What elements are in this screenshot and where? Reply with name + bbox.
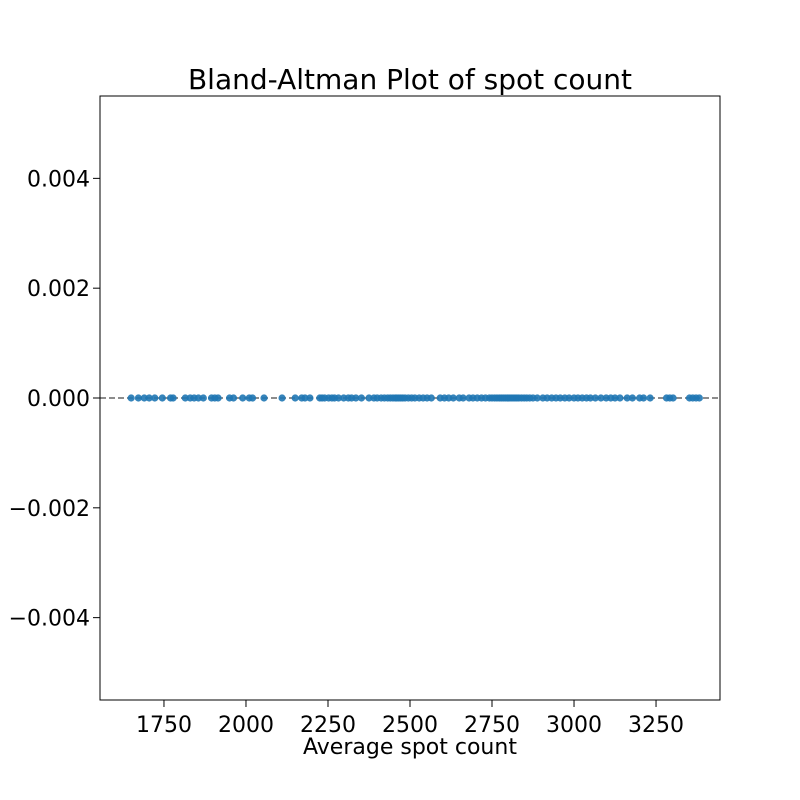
data-point: [248, 394, 257, 402]
data-point: [194, 394, 203, 402]
y-tick-label: 0.004: [27, 167, 90, 192]
data-point: [639, 394, 648, 402]
data-point: [357, 394, 366, 402]
data-point: [352, 394, 360, 402]
data-point: [127, 394, 135, 402]
x-tick-label: 3250: [628, 713, 684, 738]
data-point: [199, 394, 207, 402]
data-point: [695, 394, 703, 402]
y-tick-label: 0.000: [27, 387, 90, 412]
data-point: [158, 394, 166, 402]
data-point: [611, 394, 619, 402]
x-axis-ticks: 1750 2000 2250 2500 2750 3000 3250: [136, 700, 684, 738]
x-tick-label: 2750: [464, 713, 520, 738]
y-tick-label: −0.002: [9, 497, 90, 522]
data-point: [597, 394, 605, 402]
data-point: [151, 394, 159, 402]
data-point: [669, 394, 677, 402]
data-point: [301, 394, 309, 402]
data-point: [229, 394, 238, 402]
x-tick-label: 3000: [546, 713, 602, 738]
data-point: [134, 394, 142, 402]
data-point: [140, 394, 148, 402]
data-point: [586, 394, 595, 402]
y-tick-label: 0.002: [27, 277, 90, 302]
data-point: [449, 394, 457, 402]
y-tick-label: −0.004: [9, 607, 90, 632]
data-point: [365, 394, 373, 402]
data-point: [278, 394, 286, 402]
chart-title: Bland-Altman Plot of spot count: [188, 63, 632, 96]
data-point: [260, 394, 268, 402]
y-axis-ticks: 0.004 0.002 0.000 −0.002 −0.004: [9, 167, 100, 632]
data-point: [533, 394, 541, 402]
data-point: [334, 394, 343, 402]
data-point: [427, 394, 435, 402]
x-axis-label: Average spot count: [303, 735, 517, 760]
data-point: [623, 394, 631, 402]
data-point: [459, 394, 467, 402]
data-points: [127, 394, 703, 402]
data-point: [145, 394, 153, 402]
data-point: [646, 394, 654, 402]
data-point: [291, 394, 299, 402]
data-point: [306, 394, 314, 402]
data-point: [214, 394, 222, 402]
data-point: [239, 394, 247, 402]
data-point: [628, 394, 637, 402]
data-point: [616, 394, 624, 402]
x-tick-label: 2500: [382, 713, 438, 738]
data-point: [565, 394, 573, 402]
data-point: [169, 394, 177, 402]
x-tick-label: 1750: [136, 713, 192, 738]
data-point: [591, 394, 599, 402]
x-tick-label: 2250: [300, 713, 356, 738]
data-point: [181, 394, 189, 402]
x-tick-label: 2000: [218, 713, 274, 738]
plot-frame: [99, 95, 721, 701]
